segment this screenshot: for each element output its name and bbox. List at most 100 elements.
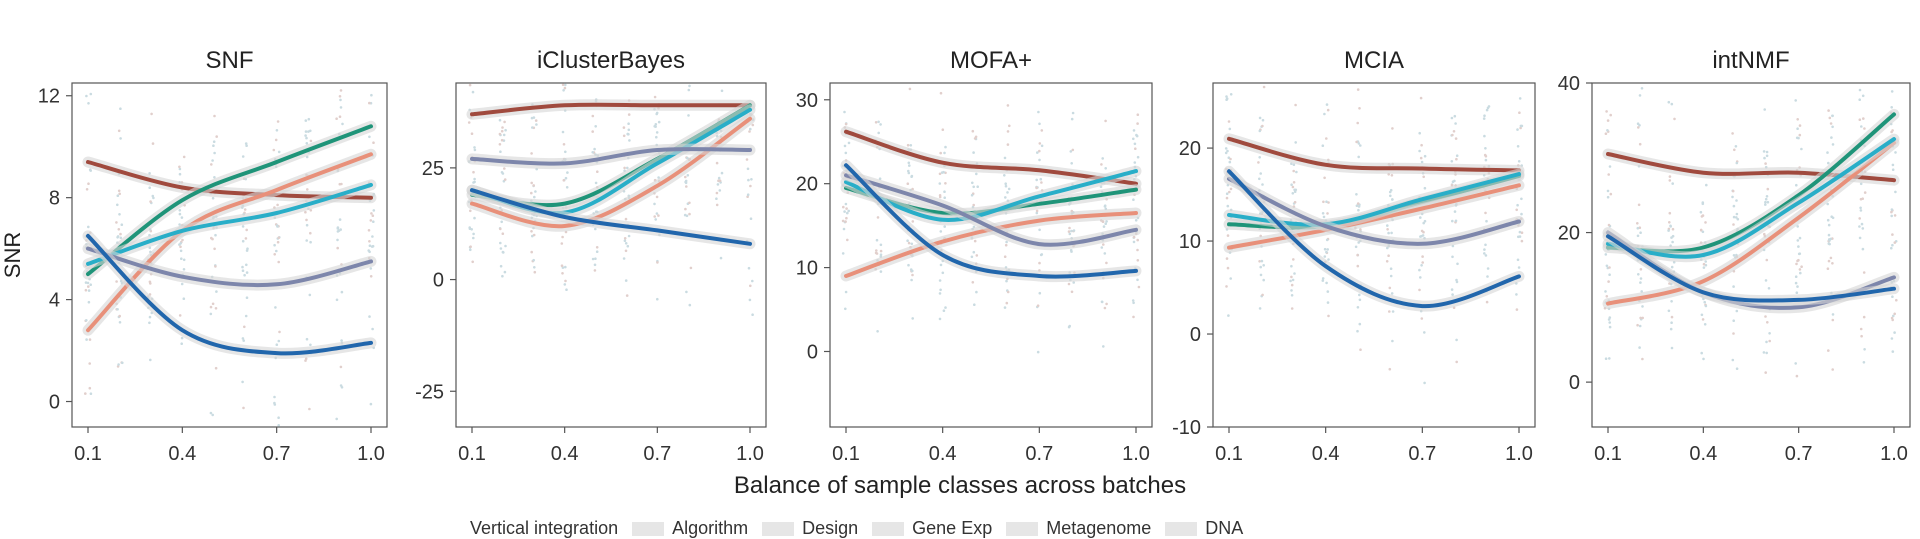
scatter-point [595,246,599,249]
scatter-point [339,89,343,92]
panel-title: intNMF [1712,47,1789,74]
scatter-point [341,122,344,126]
scatter-point [1133,161,1137,164]
legend-item-1: Design [762,518,858,539]
scatter-point [1863,127,1866,130]
scatter-point [1004,196,1007,199]
scatter-point [339,365,343,369]
scatter-point [594,257,597,261]
scatter-point [1071,148,1075,152]
y-tick-label: 0 [1569,372,1580,394]
scatter-point [908,87,912,91]
scatter-point [593,263,597,267]
scatter-point [1604,290,1607,293]
scatter-point [87,225,90,229]
series-line-blue [1227,169,1521,309]
y-tick-label: 30 [796,90,818,112]
scatter-point [214,233,217,237]
scatter-point [1359,228,1362,231]
series-line-blue [1606,234,1896,303]
scatter-point [88,338,92,341]
scatter-point [1798,236,1802,240]
scatter-point [148,186,151,189]
scatter-point [277,339,281,343]
scatter-point [1520,212,1523,216]
scatter-point [876,330,879,333]
x-tick-label: 0.4 [551,443,579,465]
scatter-point [213,247,216,251]
scatter-point [1454,137,1458,140]
y-tick-label: 12 [38,86,60,108]
series-line-salmon [1606,140,1896,306]
scatter-point [657,120,661,124]
scatter-point [564,150,567,154]
scatter-point [622,134,626,138]
scatter-point [469,248,472,252]
scatter-point [119,232,122,236]
scatter-point [1356,329,1359,333]
scatter-point [1131,299,1135,302]
series-line-blue [470,188,752,246]
scatter-point [655,212,659,215]
scatter-point [1671,234,1675,238]
scatter-point [148,172,151,175]
scatter-point [1356,306,1360,309]
scatter-point [1072,229,1076,232]
scatter-point [1516,128,1519,131]
scatter-point [655,195,659,199]
scatter-point [1891,233,1894,236]
scatter-point [309,129,312,133]
scatter-point [340,290,344,294]
scatter-point [118,321,122,324]
scatter-point [1102,243,1105,246]
scatter-point [938,172,942,176]
scatter-point [1638,324,1642,328]
scatter-point [1421,255,1424,258]
scatter-point [1638,226,1642,229]
scatter-point [1105,220,1108,223]
y-tick-label: 8 [49,188,60,210]
scatter-point [1385,260,1389,263]
scatter-point [1890,90,1894,93]
scatter-point [1639,281,1642,284]
scatter-point [1290,294,1294,297]
scatter-point [1386,228,1389,231]
scatter-point [1671,182,1674,185]
scatter-point [1104,119,1107,123]
scatter-point [1008,124,1011,128]
scatter-point [1701,201,1705,204]
scatter-point [530,152,533,155]
scatter-point [211,196,215,200]
scatter-point [1515,208,1518,212]
scatter-point [211,413,214,417]
scatter-point [1670,321,1673,325]
scatter-point [685,290,688,294]
scatter-point [1356,253,1359,257]
scatter-point [1387,254,1390,257]
x-tick-label: 1.0 [1122,443,1150,465]
scatter-point [1290,162,1293,165]
legend-item-2: Gene Exp [872,518,992,539]
scatter-point [1136,248,1139,252]
scatter-point [1704,221,1707,224]
scatter-point [745,158,749,161]
scatter-point [1068,324,1071,328]
scatter-point [84,392,87,395]
scatter-point [1702,266,1706,269]
scatter-point [87,285,90,288]
scatter-point [307,117,311,121]
scatter-point [943,225,946,228]
scatter-point [1894,151,1897,154]
scatter-point [1862,361,1866,364]
scatter-point [215,135,218,138]
scatter-point [562,179,566,182]
scatter-point [1257,161,1260,164]
scatter-point [594,181,598,185]
scatter-point [908,164,911,167]
scatter-point [1453,114,1457,118]
scatter-point [876,216,880,219]
scatter-point [1704,304,1708,308]
x-tick-label: 0.7 [1408,443,1436,465]
scatter-point [1136,113,1140,116]
scatter-point [1321,277,1325,280]
